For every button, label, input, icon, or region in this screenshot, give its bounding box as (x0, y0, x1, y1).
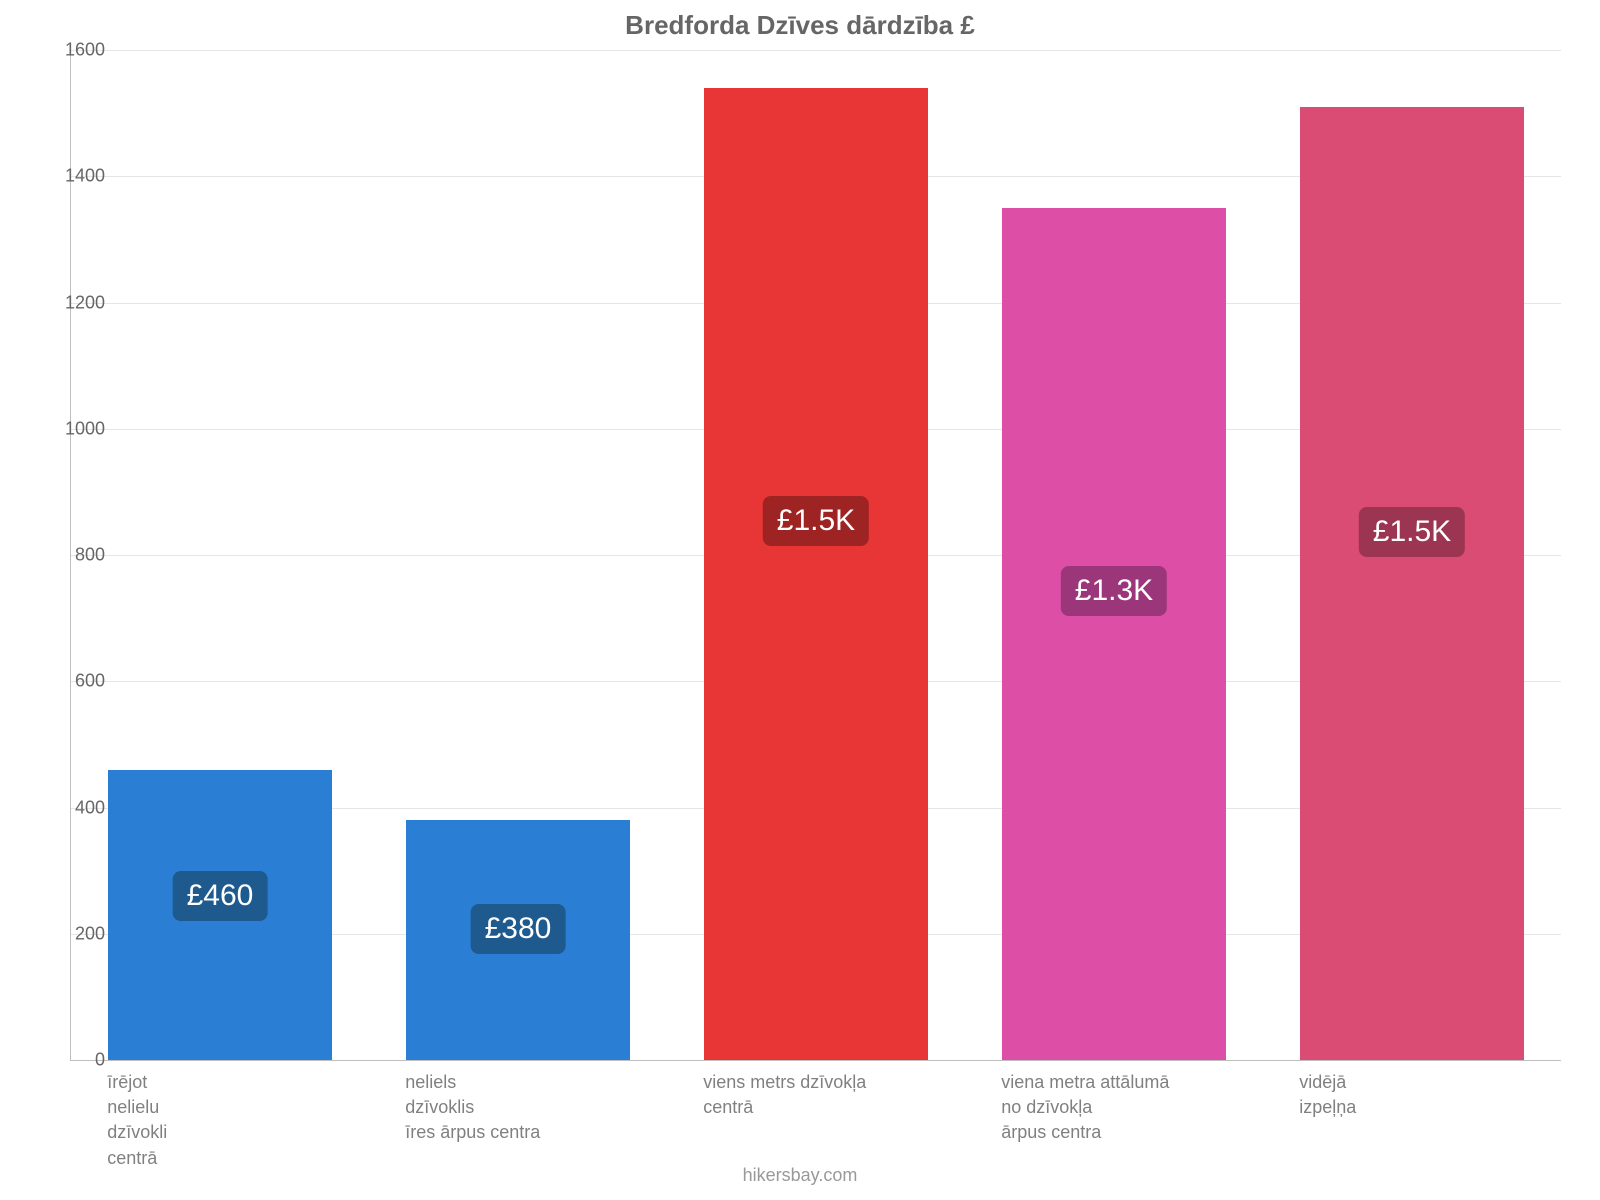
y-tick-label: 0 (65, 1050, 105, 1071)
x-category-label: viens metrs dzīvokļa centrā (703, 1070, 927, 1120)
x-category-label: īrējot nelielu dzīvokli centrā (107, 1070, 331, 1171)
bar-value-label: £1.5K (763, 496, 869, 546)
y-tick-label: 200 (65, 923, 105, 944)
x-category-label: viena metra attālumā no dzīvokļa ārpus c… (1001, 1070, 1225, 1146)
bar (1002, 208, 1226, 1060)
bar-value-label: £1.5K (1359, 507, 1465, 557)
x-category-label: neliels dzīvoklis īres ārpus centra (405, 1070, 629, 1146)
y-tick-label: 400 (65, 797, 105, 818)
y-tick-label: 600 (65, 671, 105, 692)
y-tick-label: 1000 (65, 418, 105, 439)
y-tick-label: 1400 (65, 166, 105, 187)
cost-of-living-chart: Bredforda Dzīves dārdzība £ £460 £380 £1.5… (0, 0, 1600, 1200)
bar-value-label: £1.3K (1061, 566, 1167, 616)
y-tick-label: 1200 (65, 292, 105, 313)
gridline (71, 50, 1561, 51)
bar (704, 88, 928, 1060)
plot-area: £460 £380 £1.5K £1.3K £1.5K (70, 50, 1561, 1061)
chart-title: Bredforda Dzīves dārdzība £ (0, 10, 1600, 41)
bar (1300, 107, 1524, 1060)
bar-value-label: £380 (471, 904, 566, 954)
x-category-label: vidējā izpeļņa (1299, 1070, 1523, 1120)
bar-value-label: £460 (173, 871, 268, 921)
y-tick-label: 800 (65, 545, 105, 566)
y-tick-label: 1600 (65, 40, 105, 61)
